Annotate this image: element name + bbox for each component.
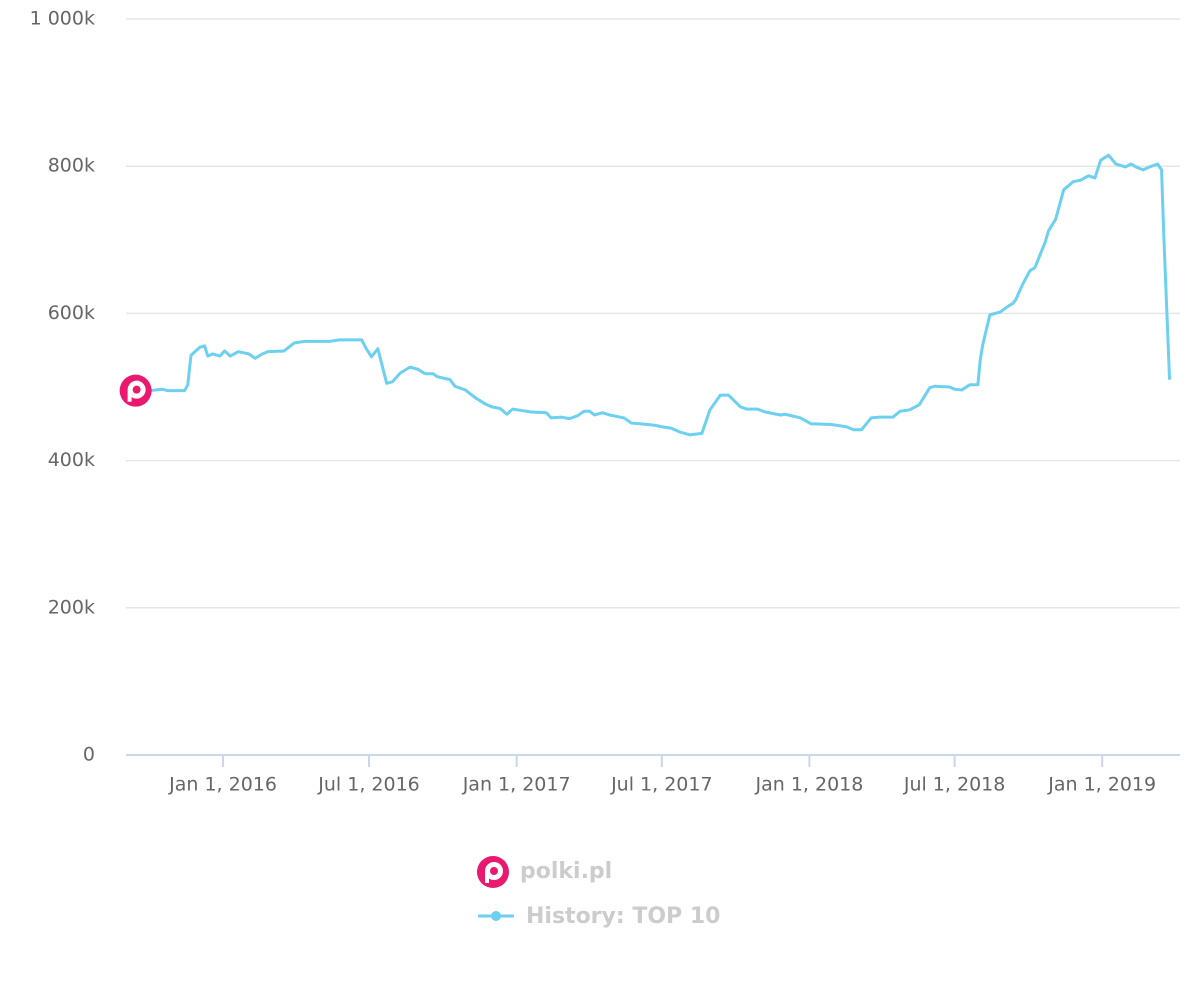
x-tick-label: Jul 1, 2018 xyxy=(903,774,1006,796)
x-tick-label: Jul 1, 2016 xyxy=(317,774,420,796)
x-tick-label: Jan 1, 2017 xyxy=(462,774,571,796)
y-tick-label: 600k xyxy=(48,302,95,324)
y-tick-label: 400k xyxy=(48,449,95,471)
site-logo xyxy=(477,856,509,888)
x-tick-label: Jan 1, 2016 xyxy=(168,774,277,796)
y-tick-label: 800k xyxy=(48,155,95,177)
series-line xyxy=(135,153,1172,437)
legend-label[interactable]: History: TOP 10 xyxy=(526,904,720,929)
x-tick-label: Jul 1, 2017 xyxy=(610,774,713,796)
y-tick-label: 0 xyxy=(83,744,95,766)
legend-label[interactable]: polki.pl xyxy=(520,859,612,884)
x-tick-label: Jan 1, 2019 xyxy=(1047,774,1156,796)
y-tick-label: 1 000k xyxy=(30,8,95,30)
legend-marker xyxy=(491,911,501,921)
y-tick-label: 200k xyxy=(48,596,95,618)
x-tick-label: Jan 1, 2018 xyxy=(754,774,863,796)
plot: 0 200k 400k 600k 800k 1 000k Jan 1, 2016 Jul 1,… xyxy=(30,8,1180,796)
site-logo xyxy=(119,374,152,407)
